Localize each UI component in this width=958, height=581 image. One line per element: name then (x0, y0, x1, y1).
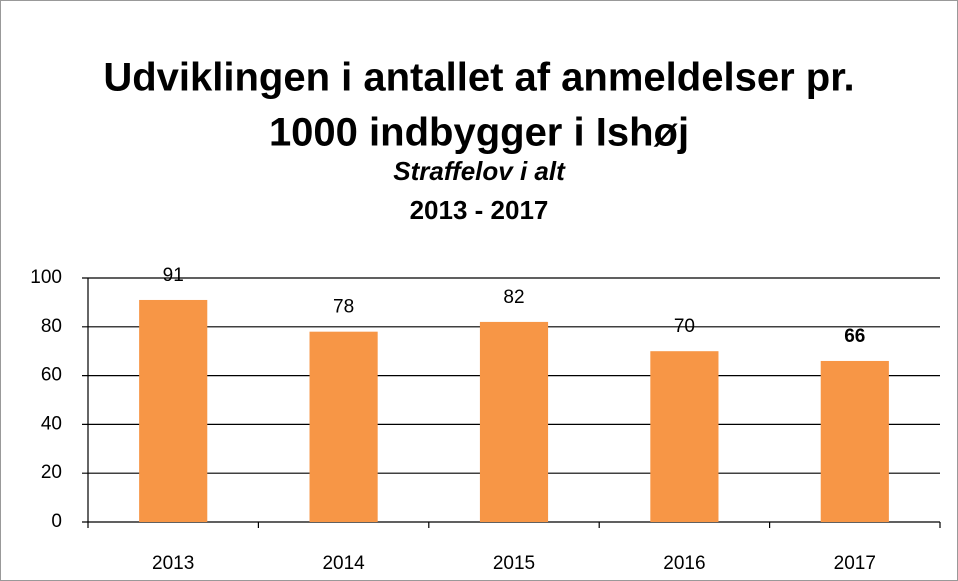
value-label: 78 (333, 297, 354, 318)
x-tick-label: 2016 (663, 553, 705, 574)
bar (820, 360, 889, 522)
y-tick-label: 0 (51, 511, 62, 532)
y-tick-label: 100 (30, 267, 62, 288)
chart-title: Udviklingen i antallet af anmeldelser pr… (103, 56, 854, 100)
x-tick-label: 2015 (493, 553, 535, 574)
bar (479, 321, 549, 522)
chart-title: 1000 indbygger i Ishøj (269, 111, 689, 155)
x-tick-label: 2014 (322, 553, 365, 574)
bar (650, 351, 719, 522)
y-tick-label: 80 (41, 316, 62, 337)
y-tick-label: 40 (41, 413, 62, 434)
chart-period: 2013 - 2017 (410, 195, 549, 225)
bar (309, 331, 378, 522)
y-tick-label: 60 (41, 365, 62, 386)
value-label: 66 (844, 326, 865, 347)
value-label: 91 (163, 265, 184, 286)
value-label: 70 (674, 316, 695, 337)
x-tick-label: 2017 (834, 553, 876, 574)
value-label: 82 (503, 287, 524, 308)
y-tick-label: 20 (41, 462, 62, 483)
x-tick-label: 2013 (152, 553, 194, 574)
bar (139, 299, 208, 522)
chart-subtitle: Straffelov i alt (393, 156, 566, 186)
